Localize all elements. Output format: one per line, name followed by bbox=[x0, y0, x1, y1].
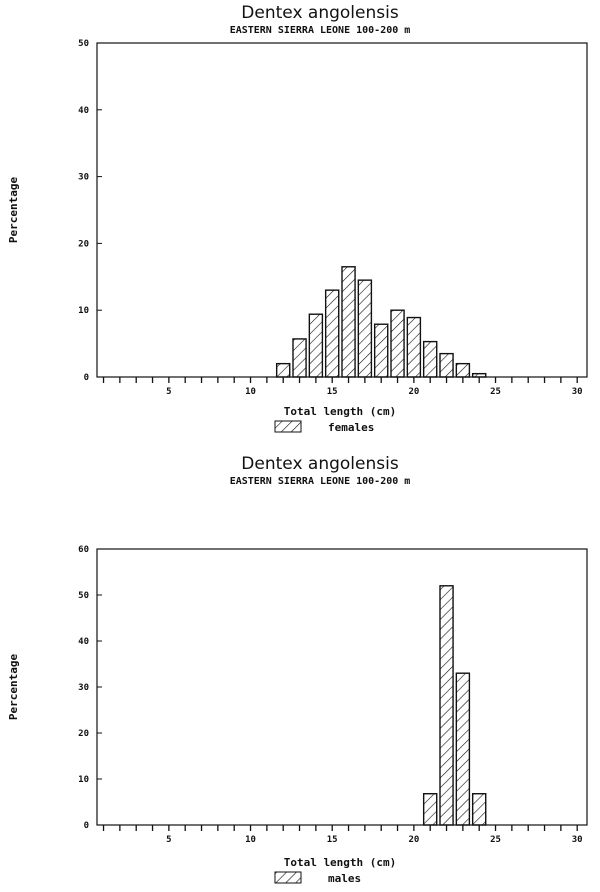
x-tick-label: 25 bbox=[490, 835, 501, 845]
bar-22 bbox=[439, 585, 454, 826]
chart-title: Dentex angolensis bbox=[241, 3, 399, 23]
legend-swatch bbox=[274, 871, 302, 884]
x-tick-label: 15 bbox=[327, 835, 338, 845]
bar-17 bbox=[357, 279, 373, 378]
bar-23 bbox=[455, 362, 471, 378]
bar-12 bbox=[275, 362, 291, 378]
bar-21 bbox=[422, 793, 438, 826]
y-tick-label: 50 bbox=[78, 39, 89, 49]
x-axis-label: Total length (cm) bbox=[284, 405, 397, 418]
x-tick-label: 5 bbox=[166, 387, 171, 397]
y-tick-label: 30 bbox=[78, 173, 89, 183]
x-tick-label: 10 bbox=[245, 835, 256, 845]
bar-13 bbox=[292, 338, 307, 378]
bar-19 bbox=[390, 309, 405, 378]
legend-label: females bbox=[328, 421, 374, 434]
y-tick-label: 40 bbox=[78, 637, 89, 647]
y-axis-label: Percentage bbox=[7, 177, 20, 244]
y-tick-label: 20 bbox=[78, 239, 89, 249]
bar-14 bbox=[308, 313, 324, 378]
x-tick-label: 20 bbox=[408, 835, 419, 845]
x-tick-label: 20 bbox=[408, 387, 419, 397]
x-tick-label: 15 bbox=[327, 387, 338, 397]
y-tick-label: 60 bbox=[78, 545, 89, 555]
x-tick-label: 25 bbox=[490, 387, 501, 397]
bar-24 bbox=[471, 372, 487, 378]
y-tick-label: 10 bbox=[78, 775, 89, 785]
legend-label: males bbox=[328, 872, 361, 885]
x-tick-label: 5 bbox=[166, 835, 171, 845]
bar-20 bbox=[406, 316, 422, 378]
chart-title: Dentex angolensis bbox=[241, 454, 399, 474]
chart-subtitle: EASTERN SIERRA LEONE 100-200 m bbox=[230, 25, 411, 36]
y-tick-label: 10 bbox=[78, 306, 89, 316]
y-tick-label: 20 bbox=[78, 729, 89, 739]
bar-16 bbox=[341, 266, 356, 378]
bar-24 bbox=[471, 793, 487, 826]
x-tick-label: 30 bbox=[572, 835, 583, 845]
bar-15 bbox=[324, 289, 340, 378]
y-tick-label: 40 bbox=[78, 106, 89, 116]
y-tick-label: 0 bbox=[84, 373, 89, 383]
y-tick-label: 50 bbox=[78, 591, 89, 601]
y-tick-label: 30 bbox=[78, 683, 89, 693]
x-axis-label: Total length (cm) bbox=[284, 856, 397, 869]
y-axis-label: Percentage bbox=[7, 654, 20, 721]
bar-21 bbox=[422, 340, 438, 378]
bar-18 bbox=[373, 323, 389, 378]
plot-frame bbox=[96, 548, 588, 826]
chart-2: Dentex angolensis EASTERN SIERRA LEONE 10… bbox=[7, 454, 588, 885]
legend-swatch bbox=[274, 420, 302, 433]
bar-22 bbox=[439, 352, 454, 378]
chart-subtitle: EASTERN SIERRA LEONE 100-200 m bbox=[230, 476, 411, 487]
x-tick-label: 10 bbox=[245, 387, 256, 397]
bar-23 bbox=[455, 672, 471, 826]
x-tick-label: 30 bbox=[572, 387, 583, 397]
chart-1: Dentex angolensis EASTERN SIERRA LEONE 10… bbox=[7, 3, 588, 434]
y-tick-label: 0 bbox=[84, 821, 89, 831]
